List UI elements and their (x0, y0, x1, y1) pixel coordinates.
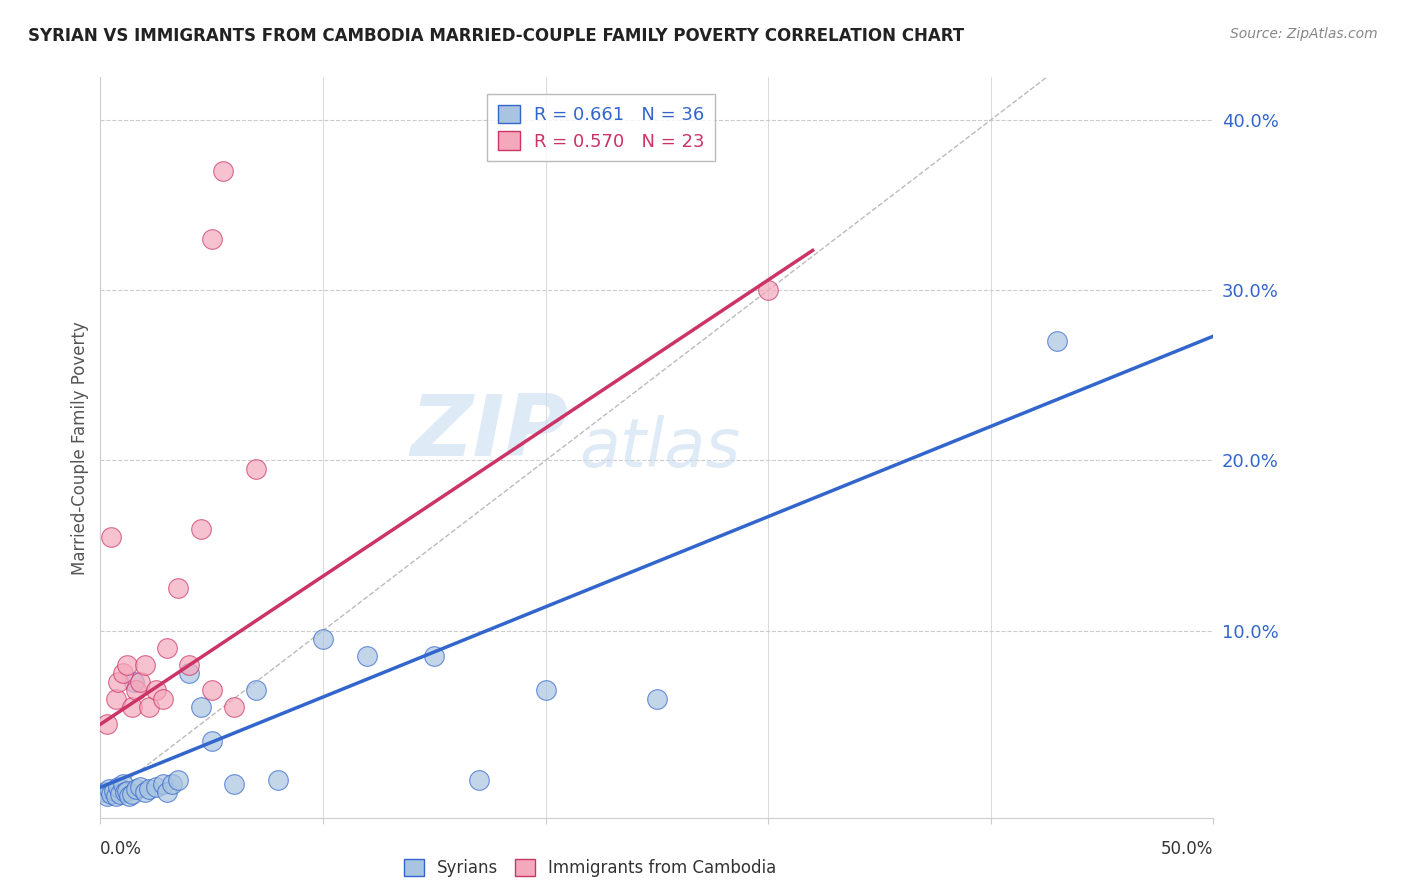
Point (222, 777, 245, 791)
Legend: Syrians, Immigrants from Cambodia: Syrians, Immigrants from Cambodia (396, 852, 783, 884)
Point (201, 683, 224, 698)
Point (100, 530, 122, 544)
Point (179, 657, 201, 672)
Point (118, 789, 141, 803)
Point (134, 785, 156, 799)
Point (152, 691, 174, 706)
Text: SYRIAN VS IMMIGRANTS FROM CAMBODIA MARRIED-COUPLE FAMILY POVERTY CORRELATION CHA: SYRIAN VS IMMIGRANTS FROM CAMBODIA MARRI… (28, 27, 965, 45)
Point (129, 780, 152, 795)
Point (167, 581, 190, 595)
Point (190, 700, 212, 714)
Point (115, 657, 138, 672)
Point (267, 773, 290, 788)
Point (167, 773, 190, 788)
Point (222, 700, 245, 714)
Point (534, 683, 557, 698)
Point (190, 522, 212, 536)
Point (201, 232, 224, 246)
Point (104, 789, 127, 803)
Point (98, 782, 121, 797)
Point (111, 666, 134, 681)
Point (110, 787, 132, 801)
Point (756, 283, 779, 297)
Point (468, 773, 491, 788)
Point (152, 777, 174, 791)
Y-axis label: Married-Couple Family Poverty: Married-Couple Family Poverty (72, 321, 89, 574)
Point (1046, 334, 1069, 349)
Point (125, 683, 148, 698)
Point (211, 164, 233, 178)
Point (107, 780, 129, 795)
Text: 0.0%: 0.0% (100, 839, 142, 857)
Point (356, 649, 378, 664)
Point (179, 666, 201, 681)
Point (245, 462, 267, 476)
Point (115, 783, 138, 797)
Point (121, 787, 143, 801)
Point (122, 674, 145, 689)
Point (96, 789, 118, 803)
Text: ZIP: ZIP (411, 392, 568, 475)
Point (201, 734, 224, 748)
Point (160, 777, 183, 791)
Point (138, 782, 160, 797)
Point (423, 649, 446, 664)
Text: 50.0%: 50.0% (1161, 839, 1213, 857)
Point (111, 777, 134, 791)
Point (645, 691, 668, 706)
Point (114, 785, 136, 799)
Point (121, 700, 143, 714)
Point (107, 674, 129, 689)
Point (134, 657, 156, 672)
Point (103, 783, 125, 797)
Point (145, 683, 167, 698)
Point (96, 717, 118, 731)
Point (156, 640, 179, 655)
Point (138, 700, 160, 714)
Point (156, 785, 179, 799)
Text: atlas: atlas (579, 415, 740, 481)
Point (245, 683, 267, 698)
Point (94, 785, 117, 799)
Point (100, 787, 122, 801)
Point (129, 674, 152, 689)
Text: Source: ZipAtlas.com: Source: ZipAtlas.com (1230, 27, 1378, 41)
Point (145, 780, 167, 795)
Point (125, 782, 148, 797)
Point (104, 691, 127, 706)
Point (312, 632, 335, 647)
